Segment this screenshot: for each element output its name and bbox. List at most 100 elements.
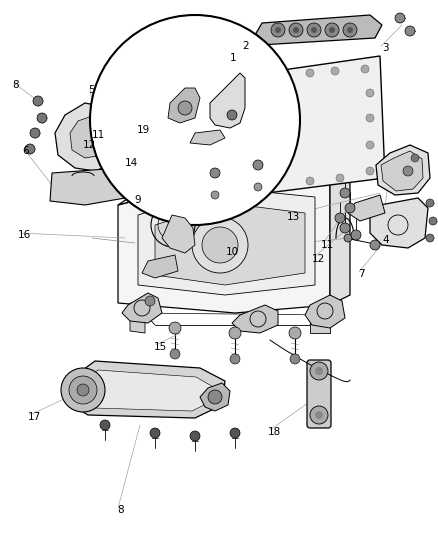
Circle shape [290,354,300,364]
Text: 18: 18 [268,427,281,437]
Circle shape [230,354,240,364]
Circle shape [336,174,344,182]
Circle shape [361,65,369,73]
Circle shape [331,67,339,75]
Polygon shape [130,303,145,333]
Circle shape [429,217,437,225]
Circle shape [254,183,262,191]
Circle shape [253,160,263,170]
FancyBboxPatch shape [307,360,331,428]
Polygon shape [122,293,162,323]
Text: 9: 9 [134,195,141,205]
Polygon shape [155,203,305,285]
Polygon shape [50,168,125,205]
Circle shape [344,234,352,242]
Text: 2: 2 [242,41,249,51]
Circle shape [310,406,328,424]
Circle shape [276,74,284,82]
Text: 11: 11 [92,130,105,140]
Polygon shape [55,103,125,171]
Polygon shape [138,188,315,295]
Circle shape [351,230,361,240]
Circle shape [90,15,300,225]
Circle shape [340,223,350,233]
Circle shape [229,327,241,339]
Circle shape [426,199,434,207]
Circle shape [311,27,317,33]
Text: 5: 5 [88,85,95,95]
Polygon shape [381,151,423,191]
Circle shape [30,128,40,138]
Circle shape [33,96,43,106]
Polygon shape [305,295,345,328]
Circle shape [340,188,350,198]
Text: 11: 11 [321,240,334,250]
Text: 12: 12 [312,254,325,264]
Circle shape [325,23,339,37]
Polygon shape [200,383,230,411]
Text: 7: 7 [358,269,364,279]
Text: 14: 14 [125,158,138,168]
Circle shape [140,178,150,188]
Circle shape [289,327,301,339]
Circle shape [178,101,192,115]
Polygon shape [370,198,428,248]
Circle shape [347,27,353,33]
Circle shape [150,190,160,200]
Circle shape [343,23,357,37]
Circle shape [306,69,314,77]
Polygon shape [118,158,255,205]
Circle shape [306,177,314,185]
Polygon shape [310,305,330,333]
Circle shape [77,384,89,396]
Polygon shape [210,73,245,128]
Text: 8: 8 [117,505,124,515]
Polygon shape [70,115,112,158]
Text: 3: 3 [382,43,389,53]
Circle shape [370,240,380,250]
Text: 6: 6 [22,146,28,156]
Circle shape [37,113,47,123]
Polygon shape [162,215,195,253]
Polygon shape [255,15,382,45]
Text: 15: 15 [154,342,167,352]
Polygon shape [65,361,225,418]
Circle shape [202,227,238,263]
Text: 17: 17 [28,412,41,422]
Text: 13: 13 [287,212,300,222]
Text: 16: 16 [18,230,31,240]
Circle shape [275,27,281,33]
Circle shape [192,217,248,273]
Polygon shape [262,56,385,193]
Circle shape [169,322,181,334]
Circle shape [276,159,284,167]
Circle shape [208,390,222,404]
Circle shape [69,376,97,404]
Text: 10: 10 [226,247,239,257]
Polygon shape [348,195,385,221]
Text: 8: 8 [12,80,19,90]
Circle shape [329,27,335,33]
Circle shape [366,89,374,97]
Circle shape [289,23,303,37]
Circle shape [211,191,219,199]
Polygon shape [75,370,215,411]
Circle shape [366,141,374,149]
Circle shape [170,349,180,359]
Polygon shape [142,255,178,278]
Circle shape [61,368,105,412]
Circle shape [310,362,328,380]
Circle shape [366,167,374,175]
Circle shape [100,420,110,430]
Polygon shape [232,305,278,333]
Circle shape [345,203,355,213]
Circle shape [143,148,153,158]
Polygon shape [330,173,350,305]
Circle shape [411,154,419,162]
Circle shape [426,234,434,242]
Circle shape [405,26,415,36]
Circle shape [271,23,285,37]
Text: 1: 1 [230,53,237,63]
Circle shape [293,27,299,33]
Polygon shape [118,175,330,313]
